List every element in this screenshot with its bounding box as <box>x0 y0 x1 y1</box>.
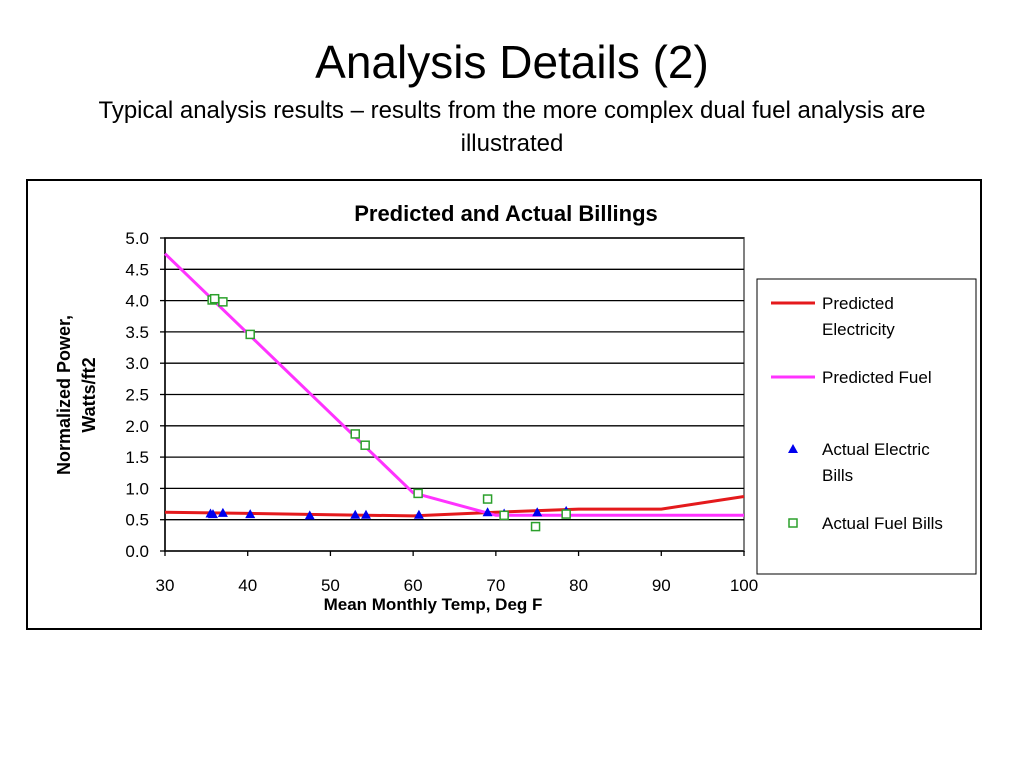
fuel-bill-point <box>482 494 493 504</box>
electric-bill-point <box>482 507 493 517</box>
fuel-bill-point <box>218 297 228 307</box>
legend-label: Actual Fuel Bills <box>822 514 943 533</box>
slide-title: Analysis Details (2) <box>315 36 709 88</box>
electric-bill-point <box>304 510 315 520</box>
y-axis-label-line: Normalized Power, <box>54 315 74 475</box>
electric-bill-point <box>245 509 256 519</box>
chart-title: Predicted and Actual Billings <box>354 201 658 226</box>
y-axis-label: Normalized Power, Watts/ft2 <box>54 315 99 475</box>
fuel-bill-point <box>245 329 255 340</box>
legend-label-line: Actual Fuel Bills <box>822 514 943 533</box>
x-tick-label: 90 <box>652 576 671 595</box>
legend-label-line: Electricity <box>822 320 895 339</box>
x-axis-ticks: 30 40 50 60 70 80 90 100 <box>156 551 758 595</box>
y-axis-ticks: 0.0 0.5 1.0 1.5 2.0 2.5 3.0 3.5 4.0 4.5 5.0 <box>125 229 165 561</box>
legend-swatch <box>788 518 798 528</box>
legend-label-line: Actual Electric <box>822 440 930 459</box>
fuel-bill-point <box>350 429 360 439</box>
legend-label-line: Predicted <box>822 294 894 313</box>
series-line <box>163 252 744 517</box>
y-tick-label: 1.5 <box>125 448 149 467</box>
slide-subtitle: Typical analysis results – results from … <box>98 97 926 157</box>
fuel-bill-point <box>209 293 220 304</box>
fuel-bill-point <box>530 521 541 532</box>
electric-bill-point <box>217 507 228 517</box>
x-axis-label: Mean Monthly Temp, Deg F <box>324 595 543 614</box>
fuel-bill-point <box>360 440 370 450</box>
y-tick-label: 5.0 <box>125 229 149 248</box>
series-layer <box>163 252 745 532</box>
x-tick-label: 30 <box>156 576 175 595</box>
legend: Predicted Electricity Predicted Fuel Actual… <box>756 278 977 575</box>
y-tick-label: 3.0 <box>125 354 149 373</box>
electric-bill-point <box>532 507 543 517</box>
x-tick-label: 70 <box>486 576 505 595</box>
fuel-bill-point <box>561 509 571 519</box>
x-tick-label: 50 <box>321 576 340 595</box>
electric-bill-point <box>413 509 424 519</box>
y-tick-label: 0.5 <box>125 511 149 530</box>
electric-bill-point <box>207 509 218 519</box>
electric-bill-point <box>360 509 371 519</box>
legend-swatch <box>788 444 798 453</box>
x-tick-label: 60 <box>404 576 423 595</box>
y-tick-label: 0.0 <box>125 542 149 561</box>
legend-label-line: Predicted Fuel <box>822 368 932 387</box>
y-axis-label-line: Watts/ft2 <box>79 357 99 432</box>
electric-bill-point <box>350 509 361 519</box>
y-tick-label: 3.5 <box>125 323 149 342</box>
y-tick-label: 1.0 <box>125 479 149 498</box>
x-tick-label: 100 <box>730 576 758 595</box>
legend-label: Predicted Electricity <box>822 294 895 339</box>
fuel-bill-point <box>499 510 509 521</box>
legend-label: Predicted Fuel <box>822 368 932 387</box>
x-tick-label: 40 <box>238 576 257 595</box>
legend-label: Actual Electric Bills <box>822 440 930 485</box>
y-tick-label: 4.5 <box>125 260 149 279</box>
y-tick-label: 2.5 <box>125 386 149 405</box>
series-line <box>164 495 745 518</box>
legend-label-line: Bills <box>822 466 853 485</box>
y-tick-label: 2.0 <box>125 417 149 436</box>
fuel-bill-point <box>413 488 423 499</box>
y-tick-label: 4.0 <box>125 292 149 311</box>
x-tick-label: 80 <box>569 576 588 595</box>
